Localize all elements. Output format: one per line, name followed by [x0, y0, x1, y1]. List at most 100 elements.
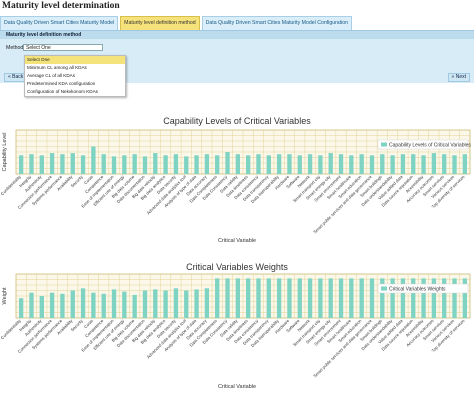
bar: [111, 156, 117, 174]
bar: [411, 278, 416, 318]
bar: [122, 291, 127, 318]
bar: [163, 290, 168, 318]
bar: [39, 155, 44, 174]
bar: [338, 154, 344, 174]
y-axis-label: Weight: [2, 287, 8, 304]
bar: [462, 154, 468, 174]
dropdown-option[interactable]: Select One: [25, 56, 125, 64]
chart-title: Critical Variables Weights: [186, 262, 288, 272]
bar: [400, 278, 406, 318]
bar: [184, 156, 189, 174]
bar: [431, 278, 437, 318]
bar: [204, 288, 210, 318]
bar: [235, 154, 241, 174]
bar: [142, 156, 148, 174]
bar: [245, 155, 251, 174]
legend-swatch: [381, 142, 387, 147]
weights-chart: Critical Variables Weights Confidentialit…: [0, 258, 474, 398]
bar: [70, 153, 75, 174]
bar: [18, 155, 24, 174]
bar: [194, 155, 199, 174]
tab-bar: Data Quality Driven Smart Cities Maturit…: [0, 16, 474, 30]
bar: [307, 278, 313, 318]
bar: [91, 146, 96, 174]
bar: [297, 155, 302, 174]
bar: [194, 289, 199, 318]
tab-maturity-model[interactable]: Data Quality Driven Smart Cities Maturit…: [0, 16, 119, 30]
bar: [235, 278, 241, 318]
chart-title: Capability Levels of Critical Variables: [163, 116, 311, 126]
bar: [442, 278, 447, 318]
bar: [245, 278, 251, 318]
method-label: Method: [6, 45, 24, 51]
bar: [421, 278, 426, 318]
legend-box: [377, 139, 469, 150]
capability-levels-svg: Capability Levels of Critical Variables C…: [0, 116, 471, 244]
bar: [297, 278, 302, 318]
bar: [276, 154, 282, 174]
tab-definition-method[interactable]: Maturity level definition method: [120, 16, 200, 30]
bar: [132, 154, 137, 174]
bar: [225, 152, 230, 174]
dropdown-option[interactable]: Minimum CL among all KDAs: [27, 65, 87, 70]
bar: [49, 292, 55, 318]
x-tick-label: Costs: [83, 174, 94, 185]
x-axis-label: Critical Variable: [218, 384, 256, 390]
method-dropdown-list: Select One Minimum CL among all KDAs Ave…: [24, 55, 126, 97]
bar: [390, 278, 395, 318]
bar: [411, 154, 416, 174]
bar: [163, 155, 168, 174]
bar: [49, 153, 55, 174]
page-title: Maturity level determination: [2, 1, 120, 11]
next-button[interactable]: » Next: [447, 73, 470, 82]
bar: [70, 290, 75, 318]
bar: [380, 278, 385, 318]
bar: [80, 288, 86, 318]
x-tick-label: Security: [70, 318, 85, 333]
bar: [369, 278, 375, 318]
x-tick-label: Security: [70, 174, 85, 189]
bar: [256, 278, 261, 318]
legend-box: [377, 283, 469, 294]
y-axis-label: Capability Level: [2, 133, 8, 172]
legend-label: Capability Levels of Critical Variables: [389, 142, 471, 148]
bar: [111, 289, 117, 318]
tab-model-configuration[interactable]: Data Quality Driven Smart Cities Maturit…: [201, 16, 353, 30]
x-tick-label: Costs: [83, 318, 94, 329]
x-axis-label: Critical Variable: [218, 238, 256, 244]
bar: [266, 155, 271, 174]
dropdown-option[interactable]: Average CL of all KDAs: [27, 73, 76, 78]
bar: [29, 292, 34, 318]
bar: [349, 155, 354, 174]
bar: [359, 278, 364, 318]
method-select[interactable]: Select One: [23, 44, 103, 51]
bar: [91, 292, 96, 318]
bar: [276, 278, 282, 318]
bar: [287, 278, 292, 318]
dropdown-option[interactable]: Predetermined KDA configuration: [27, 81, 96, 86]
bar: [400, 154, 406, 174]
bar: [266, 278, 271, 318]
bar: [256, 154, 261, 174]
bar: [184, 290, 189, 318]
dropdown-option[interactable]: Configuration of Nekvkonom KDAs: [27, 89, 98, 94]
bar: [287, 154, 292, 174]
bar: [380, 154, 385, 174]
bar: [122, 155, 127, 174]
bar: [452, 155, 457, 174]
bar: [431, 153, 437, 174]
bar: [173, 288, 179, 318]
bar: [132, 294, 137, 318]
bar: [328, 153, 333, 174]
bar: [359, 154, 364, 174]
bar: [142, 290, 148, 318]
bar: [318, 155, 323, 174]
bar: [349, 278, 354, 318]
bar: [60, 293, 65, 318]
bar: [215, 155, 220, 174]
bar: [215, 278, 220, 318]
bar: [390, 155, 395, 174]
bar: [80, 155, 86, 174]
bar: [60, 154, 65, 174]
bar: [369, 155, 375, 174]
